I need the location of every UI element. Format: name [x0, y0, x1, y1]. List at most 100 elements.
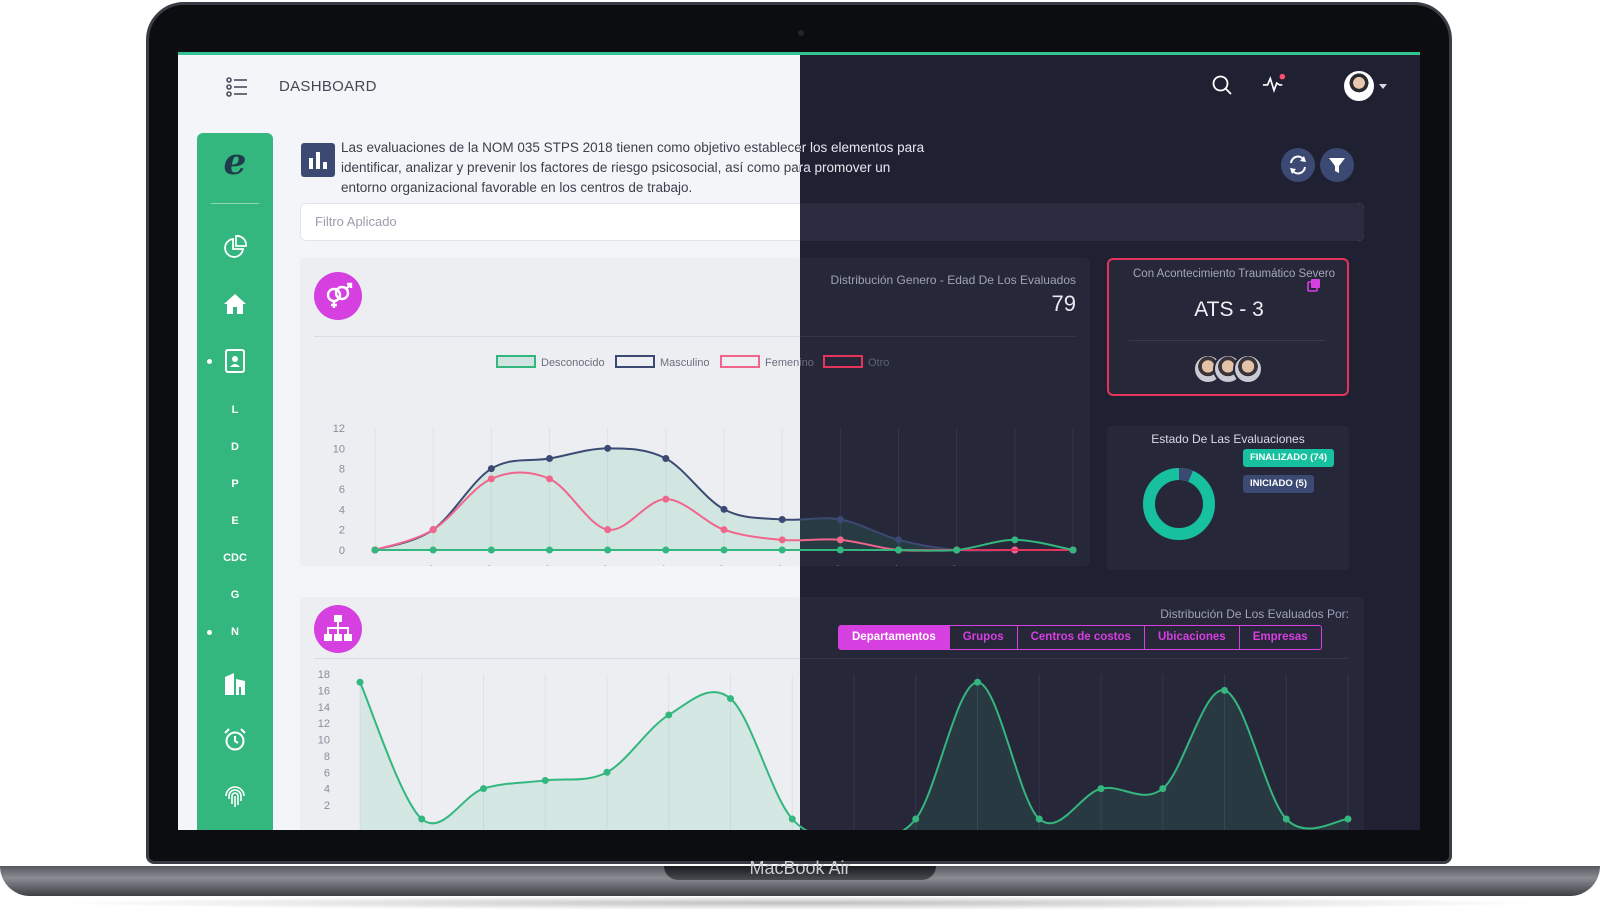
series-point-femenino [487, 475, 495, 483]
series-point-masculino [895, 536, 902, 544]
chevron-down-icon[interactable] [1379, 84, 1387, 89]
iniciado-badge: INICIADO (5) [1243, 475, 1314, 493]
estado-title: Estado De Las Evaluaciones [1151, 432, 1305, 446]
estado-card: Estado De Las Evaluaciones FINALIZADO (7… [1107, 426, 1349, 570]
contact-card-icon[interactable] [222, 348, 248, 374]
y-tick-label: 14 [318, 702, 330, 714]
refresh-button[interactable] [1281, 148, 1315, 182]
ats-value: ATS - 3 [1194, 298, 1264, 321]
activity-icon[interactable] [1262, 72, 1286, 96]
y-tick-label: 6 [339, 484, 345, 496]
series-point-femenino [429, 526, 437, 534]
ats-subtitle: Con Acontecimiento Traumático Severo [1133, 268, 1335, 280]
series-point-femenino [836, 536, 844, 544]
tab-centros-de-costos[interactable]: Centros de costos [1018, 626, 1145, 649]
y-tick-label: 10 [318, 735, 330, 747]
sidebar-item-g[interactable]: G [230, 589, 240, 601]
org-chart-icon [314, 605, 362, 653]
series-area [360, 682, 1348, 830]
sidebar-item-p[interactable]: P [231, 478, 239, 490]
y-tick-label: 2 [324, 800, 330, 812]
legend-label: Masculino [660, 357, 710, 369]
gender-chart-count: 79 [1051, 291, 1076, 316]
y-tick-label: 2 [339, 525, 345, 537]
sidebar-item-l[interactable]: L [231, 404, 239, 416]
legend-swatch [823, 355, 863, 368]
sidebar-item-e[interactable]: E [231, 515, 239, 527]
series-point-desconocido [778, 546, 786, 554]
x-tick-label: 20-24 [406, 563, 436, 566]
x-tick-label: 65-69 [929, 563, 959, 566]
intro-text-dark: Las evaluaciones de la NOM 035 STPS 2018… [341, 140, 925, 195]
home-icon[interactable] [222, 291, 248, 317]
filter-button[interactable] [1320, 148, 1354, 182]
y-tick-label: 12 [318, 718, 330, 730]
series-point-desconocido [836, 546, 844, 554]
series-point-masculino [778, 516, 786, 523]
series-area-masculino [375, 448, 1073, 551]
x-tick-label: 30-34 [522, 563, 552, 566]
series-point-desconocido [720, 546, 728, 554]
series-point-femenino [546, 475, 553, 483]
active-dot [207, 630, 212, 635]
series-point-desconocido [487, 546, 495, 554]
legend-label: Desconocido [541, 357, 605, 369]
tab-departamentos[interactable]: Departamentos [839, 626, 950, 649]
legend-swatch [720, 355, 760, 368]
y-tick-label: 0 [339, 545, 345, 557]
series-point [1097, 785, 1105, 793]
pie-chart-icon[interactable] [222, 234, 248, 260]
tab-grupos[interactable]: Grupos [950, 626, 1018, 649]
series-point-desconocido [953, 546, 961, 554]
card-divider [800, 336, 1076, 337]
estado-donut [1143, 468, 1215, 540]
legend-label: Otro [868, 357, 889, 369]
series-point-desconocido [371, 546, 379, 554]
alarm-clock-icon[interactable] [222, 727, 248, 753]
series-point-desconocido [1069, 546, 1077, 554]
x-tick-label: 60-64 [871, 563, 901, 566]
series-point [356, 678, 364, 686]
series-point-femenino [778, 536, 786, 544]
card-divider [314, 336, 800, 337]
copy-icon[interactable] [1307, 278, 1321, 292]
series-point [665, 711, 673, 719]
fingerprint-icon[interactable] [222, 783, 248, 809]
screen: DASHBOARD e L D P E CDC G [178, 52, 1420, 830]
distribution-chart: 2 4 6 8 10 12 14 16 18 [318, 669, 1352, 830]
device-label: MacBook Air [749, 858, 851, 878]
series-point-femenino [604, 526, 612, 534]
series-point-masculino [546, 455, 553, 462]
series-point [480, 785, 487, 793]
gender-age-chart: Desconocido Masculino Femenino Otro 0 2 4 6 8 10 1… [320, 355, 1077, 566]
gender-chart-title: Distribución Genero - Edad De Los Evalua… [830, 273, 1076, 287]
avatar [1233, 354, 1263, 384]
sidebar-item-n[interactable]: N [231, 626, 239, 638]
building-icon[interactable] [222, 671, 248, 697]
y-tick-label: 16 [318, 685, 330, 697]
avatar[interactable] [1344, 71, 1374, 101]
sidebar-item-d[interactable]: D [231, 441, 239, 453]
menu-icon[interactable] [226, 77, 248, 97]
x-tick-label: 40-44 [638, 563, 668, 566]
sidebar-item-cdc[interactable]: CDC [223, 552, 247, 564]
app-logo[interactable]: e [223, 141, 247, 183]
series-point-masculino [487, 465, 495, 473]
series-point [974, 678, 981, 686]
active-dot [207, 359, 212, 364]
series-point [912, 815, 920, 823]
series-point [418, 815, 426, 823]
y-tick-label: 4 [324, 784, 330, 796]
ats-card[interactable]: Con Acontecimiento Traumático Severo ATS… [1107, 258, 1349, 396]
series-point-masculino [662, 455, 670, 462]
card-divider [800, 658, 1349, 659]
dist-tabs: Departamentos Grupos Centros de costos U… [838, 625, 1322, 650]
legend-label: Femenino [765, 357, 814, 369]
series-point [1221, 686, 1228, 694]
tab-ubicaciones[interactable]: Ubicaciones [1145, 626, 1240, 649]
series-point-desconocido [546, 546, 553, 554]
search-icon[interactable] [1210, 73, 1234, 97]
legend-swatch [615, 355, 655, 368]
card-divider [1129, 340, 1325, 341]
tab-empresas[interactable]: Empresas [1252, 631, 1308, 643]
